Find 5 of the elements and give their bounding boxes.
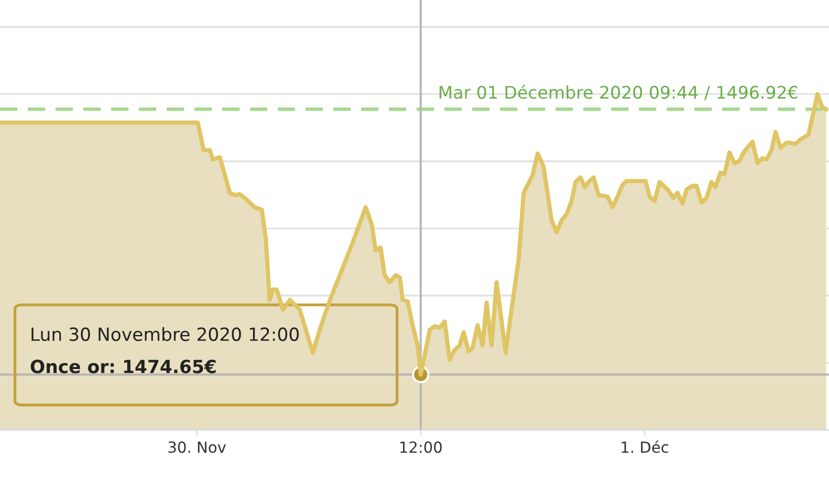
annotation: Lun 30 Novembre 2020 12:00 Once or: 1474.65€ [30, 327, 299, 374]
x-tick-label: 30. Nov [168, 441, 226, 453]
x-tick-label: 12:00 [400, 441, 442, 453]
ref-line-label: Mar 01 Décembre 2020 09:44 / 1496.92€ [440, 84, 798, 100]
x-tick-label: 1. Déc [622, 440, 668, 453]
